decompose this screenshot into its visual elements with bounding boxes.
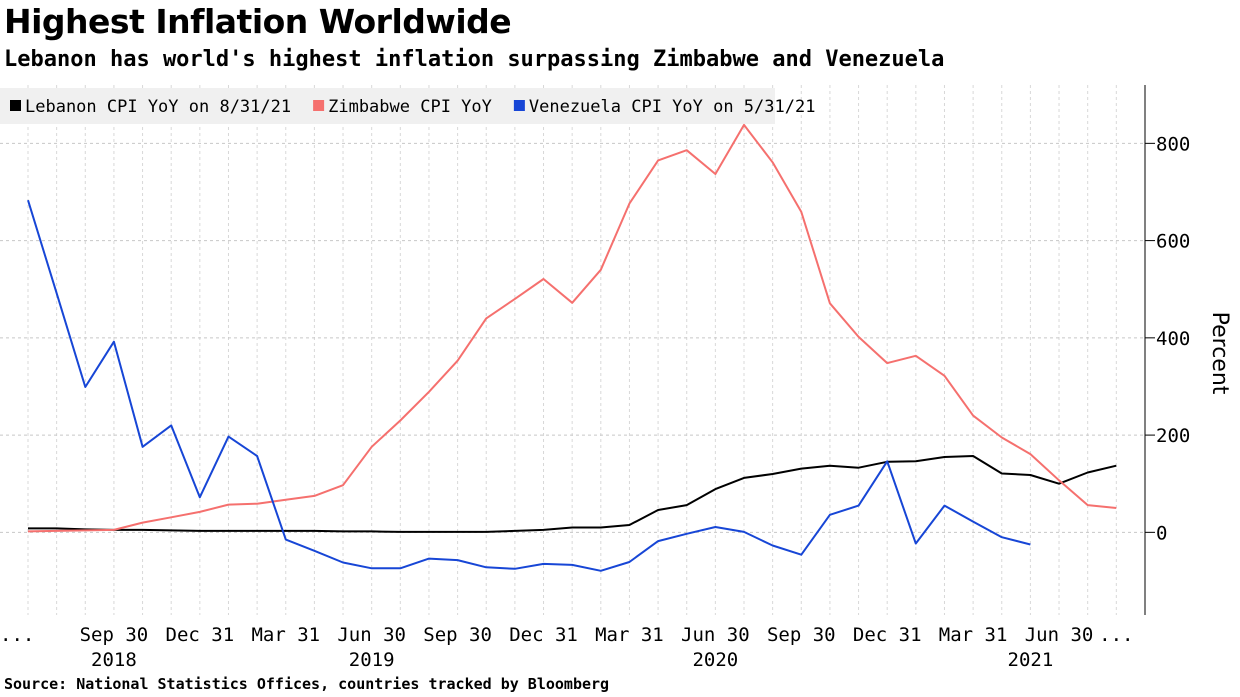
series-line-1 bbox=[28, 455, 1117, 533]
chart-title: Highest Inflation Worldwide bbox=[4, 2, 512, 41]
x-tick-label: Sep 30 bbox=[80, 624, 149, 646]
x-tick-label: Sep 30 bbox=[767, 624, 836, 646]
x-year-label: 2018 bbox=[91, 649, 137, 671]
y-axis-title: Percent bbox=[1207, 312, 1232, 395]
legend-label-3: Venezuela CPI YoY on 5/31/21 bbox=[529, 97, 816, 117]
x-tick-label: Mar 31 bbox=[939, 624, 1008, 646]
x-year-label: 2019 bbox=[349, 649, 395, 671]
series-line-3 bbox=[27, 199, 1031, 572]
series-layer bbox=[27, 123, 1117, 572]
legend-swatch-3 bbox=[513, 100, 525, 111]
y-tick-label: 0 bbox=[1156, 522, 1167, 544]
grid-layer bbox=[0, 85, 1145, 615]
x-tick-label: Jun 30 bbox=[337, 624, 406, 646]
legend-swatch-1 bbox=[10, 100, 21, 111]
legend: Lebanon CPI YoY on 8/31/21 Zimbabwe CPI Y… bbox=[0, 88, 815, 124]
y-tick-label: 400 bbox=[1156, 328, 1190, 350]
x-tick-label: ... bbox=[1099, 624, 1133, 646]
x-tick-label: Dec 31 bbox=[853, 624, 922, 646]
x-tick-label: Mar 31 bbox=[595, 624, 664, 646]
x-tick-label: Jun 30 bbox=[1025, 624, 1094, 646]
legend-background bbox=[0, 88, 775, 124]
x-tick-label: Jun 30 bbox=[681, 624, 750, 646]
legend-label-2: Zimbabwe CPI YoY bbox=[328, 97, 492, 117]
x-tick-label: Dec 31 bbox=[509, 624, 578, 646]
axis-layer: 0 200 400 600 800 Percent... Sep 30 Dec 31 Mar 3… bbox=[0, 85, 1232, 671]
source-note: Source: National Statistics Offices, cou… bbox=[4, 675, 610, 693]
x-tick-label: Dec 31 bbox=[166, 624, 235, 646]
x-tick-label: Sep 30 bbox=[423, 624, 492, 646]
legend-swatch-2 bbox=[313, 100, 325, 111]
x-tick-label: Mar 31 bbox=[251, 624, 320, 646]
x-year-label: 2020 bbox=[692, 649, 738, 671]
chart-subtitle: Lebanon has world's highest inflation su… bbox=[4, 47, 945, 72]
legend-label-1: Lebanon CPI YoY on 8/31/21 bbox=[25, 97, 291, 117]
x-year-label: 2021 bbox=[1008, 649, 1054, 671]
series-line-2 bbox=[27, 123, 1117, 533]
y-tick-label: 600 bbox=[1156, 231, 1190, 253]
y-tick-label: 200 bbox=[1156, 425, 1190, 447]
x-tick-label: ... bbox=[0, 624, 34, 646]
y-tick-label: 800 bbox=[1156, 133, 1190, 155]
